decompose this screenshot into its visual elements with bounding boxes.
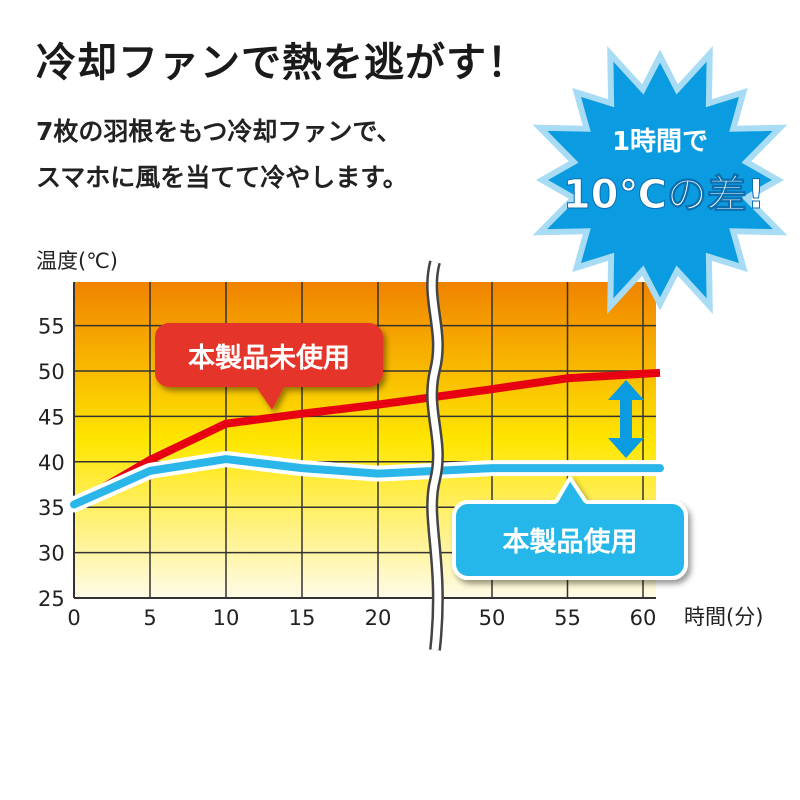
y-tick-label: 30 bbox=[38, 542, 65, 566]
y-tick-label: 25 bbox=[38, 587, 65, 611]
x-tick-label: 55 bbox=[554, 606, 581, 630]
badge-line-1: 1時間で bbox=[612, 127, 708, 157]
x-tick-label: 60 bbox=[630, 606, 657, 630]
x-tick-label: 50 bbox=[479, 606, 506, 630]
description-line-2: スマホに風を当てて冷やします。 bbox=[36, 163, 408, 192]
x-tick-label: 5 bbox=[143, 606, 156, 630]
x-tick-label: 15 bbox=[289, 606, 316, 630]
difference-arrow bbox=[608, 380, 644, 458]
headline: 冷却ファンで熱を逃がす！ bbox=[36, 40, 528, 86]
badge-starburst bbox=[532, 46, 788, 314]
legend-without: 本製品未使用 bbox=[188, 343, 350, 374]
y-tick-label: 55 bbox=[38, 315, 65, 339]
callout-without bbox=[155, 323, 383, 410]
x-tick-label: 10 bbox=[213, 606, 240, 630]
legend-with: 本製品使用 bbox=[503, 527, 638, 558]
y-tick-label: 45 bbox=[38, 405, 65, 429]
series-line-with bbox=[70, 455, 664, 509]
y-tick-label: 50 bbox=[38, 360, 65, 384]
badge-line-2: 10℃の差! bbox=[563, 172, 765, 218]
y-axis-label: 温度(℃) bbox=[36, 249, 118, 273]
x-axis-label: 時間(分) bbox=[684, 605, 763, 629]
callout-with bbox=[452, 474, 688, 580]
y-tick-label: 35 bbox=[38, 496, 65, 520]
series-line-without bbox=[71, 368, 661, 508]
y-tick-label: 40 bbox=[38, 451, 65, 475]
x-tick-label: 20 bbox=[365, 606, 392, 630]
description-line-1: 7枚の羽根をもつ冷却ファンで、 bbox=[36, 117, 402, 146]
x-tick-label: 0 bbox=[67, 606, 80, 630]
